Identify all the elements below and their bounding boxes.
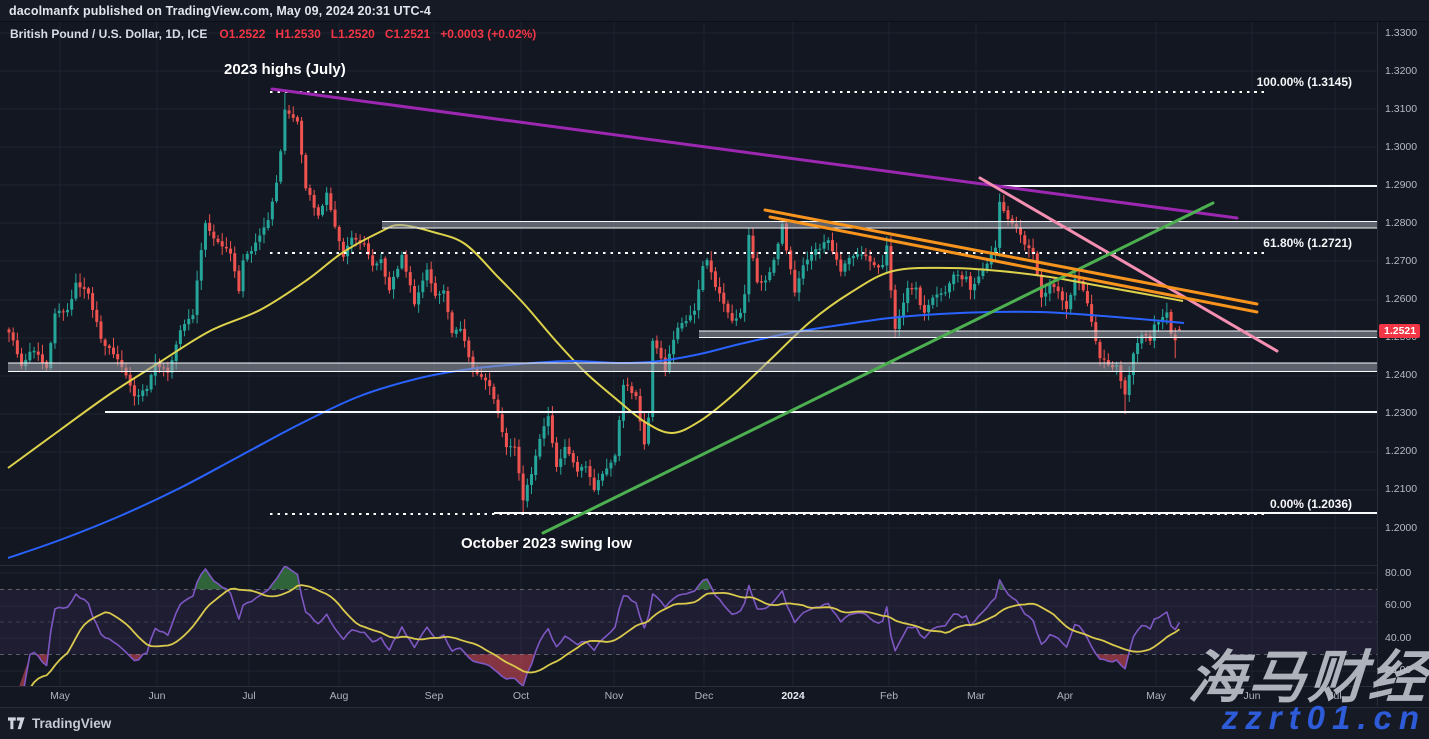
time-tick-label: Aug: [329, 690, 349, 702]
rsi-tick-label: 40.00: [1385, 631, 1412, 644]
time-tick-label: 2024: [781, 690, 805, 702]
grid-layer: [0, 22, 1377, 686]
time-tick-label: Apr: [1056, 690, 1074, 702]
publisher-bar: dacolmanfx published on TradingView.com,…: [0, 0, 1429, 22]
blue-ma: [7, 310, 1185, 559]
tradingview-logo-text[interactable]: TradingView: [32, 716, 112, 731]
watermark-url: zzrt01.cn: [1221, 699, 1426, 736]
annotation-2023-highs: 2023 highs (July): [224, 61, 346, 78]
candles-layer: [7, 93, 1181, 514]
time-tick-label: Jun: [148, 690, 166, 702]
ohlc-low: L1.2520: [330, 27, 375, 41]
ohlc-close: C1.2521: [384, 27, 431, 41]
rsi-tick-label: 80.00: [1385, 566, 1412, 579]
time-tick-label: Feb: [879, 690, 899, 702]
fib-level-label: 100.00% (1.3145): [1256, 75, 1352, 90]
symbol-info-row[interactable]: British Pound / U.S. Dollar, 1D, ICE O1.…: [10, 27, 536, 41]
levels-layer: [8, 90, 1377, 516]
price-tick-label: 1.3200: [1385, 64, 1418, 77]
ohlc-high: H1.2530: [275, 27, 321, 41]
descending-trendline-pink: [978, 176, 1279, 353]
tradingview-logo-icon[interactable]: [8, 717, 25, 730]
time-tick-label: Dec: [694, 690, 714, 702]
price-tick-label: 1.2800: [1385, 216, 1418, 229]
time-tick-label: May: [1146, 690, 1166, 702]
fib-level-label: 0.00% (1.2036): [1269, 497, 1352, 512]
time-tick-label: Sep: [424, 690, 444, 702]
price-tick-label: 1.2100: [1385, 483, 1418, 496]
descending-channel-orange-lower: [768, 215, 1259, 314]
annotation-october-swing-low: October 2023 swing low: [461, 535, 632, 552]
price-tick-label: 1.2700: [1385, 254, 1418, 267]
time-tick-label: Jul: [1328, 690, 1342, 702]
rsi-tick-label: 20.00: [1385, 664, 1412, 676]
descending-trendline-purple: [270, 87, 1239, 220]
time-tick-label: Jun: [1243, 690, 1261, 702]
price-tick-label: 1.2600: [1385, 293, 1418, 306]
price-tick-label: 1.2300: [1385, 407, 1418, 420]
price-axis[interactable]: 1.3300 1.3200 1.3100 1.3000 1.2900 1.2800 1.27…: [1377, 0, 1429, 706]
ohlc-change: +0.0003 (+0.02%): [440, 27, 537, 41]
descending-channel-orange-upper: [763, 208, 1259, 306]
rsi-layer: [0, 565, 1377, 704]
time-axis[interactable]: May Jun Jul Aug Sep Oct Nov Dec 2024 Feb Mar Apr May…: [0, 686, 1377, 707]
symbol-title[interactable]: British Pound / U.S. Dollar, 1D, ICE: [10, 27, 208, 41]
price-tick-label: 1.3100: [1385, 102, 1418, 115]
price-tick-label: 1.3300: [1385, 26, 1418, 39]
price-tick-label: 1.3000: [1385, 140, 1418, 153]
time-tick-label: Oct: [512, 690, 530, 702]
price-tick-label: 1.2900: [1385, 178, 1418, 191]
time-tick-label: May: [50, 690, 70, 702]
rsi-tick-label: 60.00: [1385, 599, 1412, 611]
time-tick-label: Jul: [242, 690, 256, 702]
time-tick-label: Mar: [966, 690, 986, 702]
last-price-label: 1.2521: [1379, 324, 1421, 338]
fib-level-label: 61.80% (1.2721): [1263, 236, 1352, 251]
price-tick-label: 1.2400: [1385, 369, 1418, 382]
publisher-text: dacolmanfx published on TradingView.com,…: [9, 3, 431, 18]
price-tick-label: 1.2000: [1385, 521, 1418, 534]
time-tick-label: Nov: [604, 690, 624, 702]
price-chart-canvas[interactable]: [0, 0, 1377, 706]
ascending-trendline-green: [541, 201, 1215, 535]
trendlines-layer: [270, 87, 1279, 535]
ohlc-open: O1.2522: [219, 27, 266, 41]
rsi-band: [0, 589, 1377, 655]
branding-bar: TradingView: [0, 707, 1429, 739]
price-tick-label: 1.2200: [1385, 445, 1418, 458]
